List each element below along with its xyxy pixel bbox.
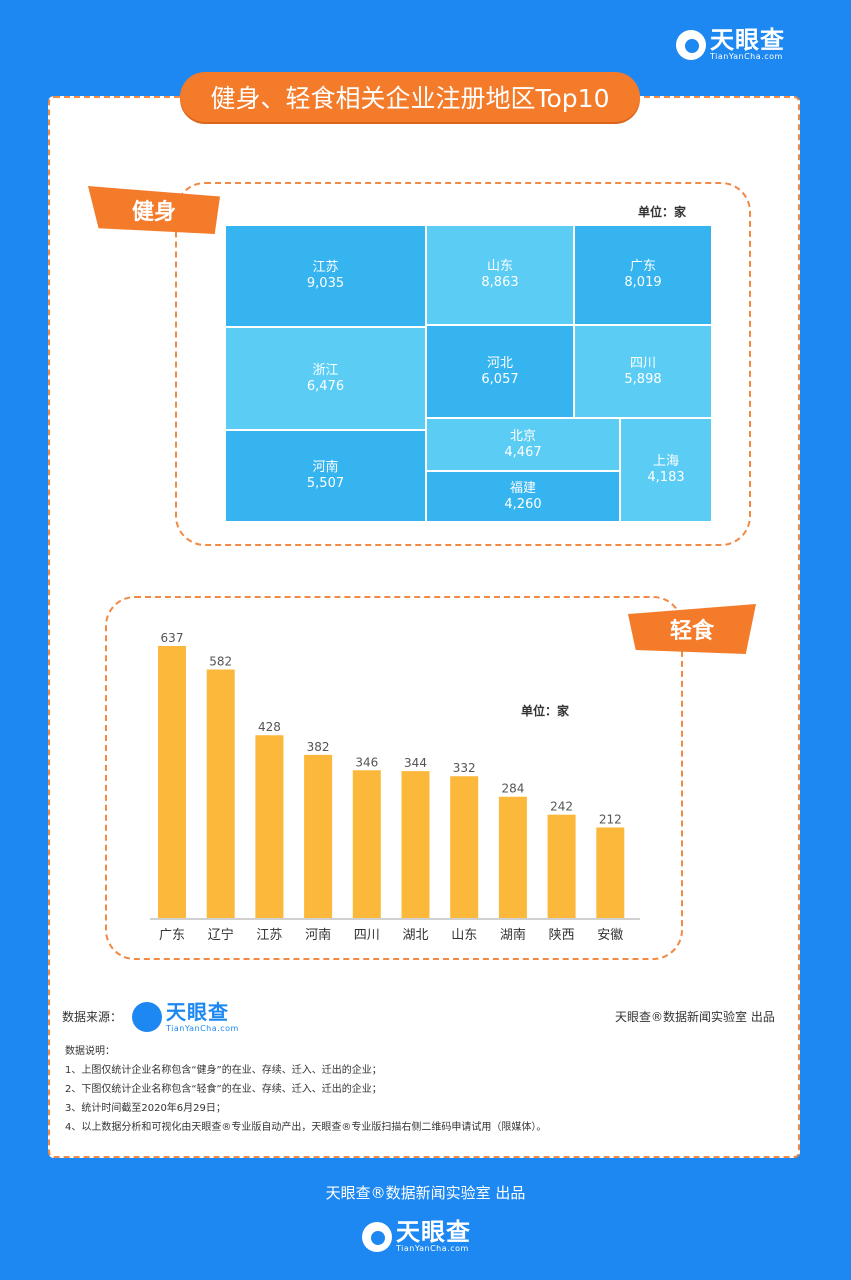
notes-title: 数据说明： [65,1046,115,1057]
treemap-cell: 福建 4,260 [426,471,620,522]
bar [450,776,479,918]
page-title: 健身、轻食相关企业注册地区Top10 [180,72,640,122]
brand-name: 天眼查 [710,26,785,54]
treemap-cell-value: 5,507 [306,476,345,491]
source-label: 数据来源： [62,1008,122,1025]
brand-name-source: 天眼查 [166,1000,229,1024]
treemap-cell-name: 北京 [509,428,536,444]
bar [255,735,284,918]
note-item: 4、以上数据分析和可视化由天眼查®专业版自动产出，天眼查®专业版扫描右侧二维码申… [65,1122,547,1133]
x-tick-label: 安徽 [597,928,623,940]
bar-value-label: 582 [209,654,232,668]
note-item: 3、统计时间截至2020年6月29日； [65,1103,226,1114]
brand-url-source: TianYanCha.com [166,1024,239,1033]
treemap-cell-name: 河北 [486,355,513,371]
x-tick-label: 四川 [354,928,380,940]
food-section [105,596,683,960]
treemap-cell: 广东 8,019 [574,225,712,325]
bar-value-label: 332 [453,761,476,775]
bar [352,770,381,918]
brand-url: TianYanCha.com [710,52,783,61]
source-credit: 天眼查®数据新闻实验室 出品 [615,1010,775,1024]
treemap-cell-name: 福建 [509,480,536,496]
fitness-unit: 单位：家 [638,205,687,219]
treemap-cell: 河南 5,507 [225,430,426,522]
treemap-cell: 四川 5,898 [574,325,712,418]
x-tick-label: 陕西 [549,928,575,940]
bar [158,646,186,918]
treemap-cell-name: 上海 [652,454,679,469]
treemap-cell: 江苏 9,035 [225,225,426,327]
food-unit: 单位：家 [521,704,570,718]
treemap-cell-name: 河南 [312,460,339,475]
bar-value-label: 428 [258,720,281,734]
treemap-cell-value: 4,183 [647,470,685,485]
logo-icon [676,29,706,60]
treemap-cell-name: 江苏 [312,260,339,275]
treemap-cell-value: 9,035 [306,276,345,291]
treemap-cell: 上海 4,183 [620,418,712,522]
treemap-cell-name: 浙江 [312,362,339,378]
brand-name-footer: 天眼查 [396,1218,471,1246]
bar-value-label: 284 [501,782,524,796]
bar-value-label: 637 [161,631,184,645]
treemap-cell-name: 广东 [629,259,656,274]
x-tick-label: 湖南 [500,927,526,940]
treemap-cell-value: 4,467 [504,444,542,460]
treemap-cell-value: 6,476 [306,378,345,394]
x-tick-label: 山东 [451,928,477,940]
treemap-cell: 北京 4,467 [426,418,620,471]
bar [547,814,576,918]
bar [304,754,333,918]
bar-value-label: 212 [599,812,622,826]
bar-value-label: 242 [550,800,573,814]
treemap-cell-value: 8,863 [481,275,519,290]
note-item: 1、上图仅统计企业名称包含“健身”的在业、存续、迁入、迁出的企业； [65,1065,382,1076]
notes: 数据说明： 1、上图仅统计企业名称包含“健身”的在业、存续、迁入、迁出的企业； … [65,1042,546,1137]
bar-value-label: 346 [355,755,378,769]
brand-logo-source: 天眼查 TianYanCha.com [132,1000,239,1033]
logo-icon [132,1001,162,1032]
x-tick-label: 江苏 [256,927,282,940]
note-item: 2、下图仅统计企业名称包含“轻食”的在业、存续、迁入、迁出的企业； [65,1084,382,1095]
bar [498,796,527,918]
bar [401,771,430,918]
treemap-cell: 浙江 6,476 [225,327,426,430]
bar-value-label: 344 [404,756,427,770]
brand-logo-top: 天眼查 TianYanCha.com [676,28,785,61]
bar-chart: 637 广东 582 辽宁 428 江苏 382 河南 346 四川 344 湖北 332 山东 284 湖南… [150,631,640,940]
brand-logo-footer: 天眼查 TianYanCha.com [362,1220,471,1253]
x-tick-label: 辽宁 [208,927,234,940]
fitness-tag-label: 健身 [131,200,176,225]
bar [206,669,235,918]
food-tag-label: 轻食 [669,619,714,644]
treemap-cell-name: 四川 [629,355,656,371]
footer-credit: 天眼查®数据新闻实验室 出品 [325,1184,526,1202]
x-tick-label: 广东 [159,928,185,940]
treemap-cell-value: 4,260 [504,496,542,512]
treemap-cell: 山东 8,863 [426,225,574,325]
logo-icon [362,1221,392,1252]
x-tick-label: 河南 [305,927,331,940]
treemap-cell-value: 6,057 [481,371,519,387]
treemap-cell: 河北 6,057 [426,325,574,418]
treemap-cell-value: 5,898 [624,371,662,387]
bar [596,827,625,918]
x-tick-label: 湖北 [402,928,428,940]
treemap-cell-name: 山东 [486,259,513,274]
bar-value-label: 382 [307,740,330,754]
treemap-cell-value: 8,019 [624,275,662,290]
brand-url-footer: TianYanCha.com [396,1244,469,1253]
source-label-text: 数据来源： [62,1010,123,1024]
fitness-tag: 健身 [88,186,220,234]
